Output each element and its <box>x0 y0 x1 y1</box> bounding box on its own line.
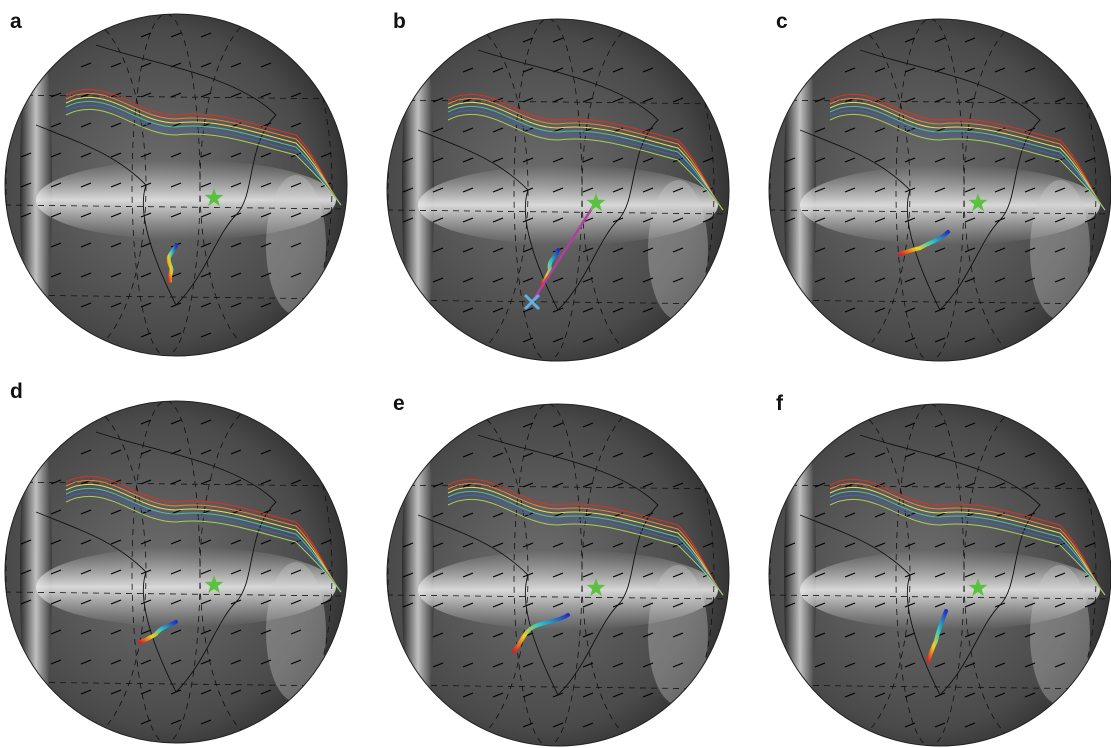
globe-panel <box>387 19 729 361</box>
figure: a b c d e f <box>0 0 1111 748</box>
globe-panel <box>387 404 729 746</box>
panel-label: b <box>393 10 406 33</box>
globe-panel <box>769 19 1111 361</box>
globe-panel <box>769 404 1111 746</box>
globe-panel <box>5 14 347 356</box>
panel-label: a <box>10 10 22 33</box>
panel-label: d <box>10 380 23 403</box>
panel-label: c <box>776 10 788 33</box>
panel-label: e <box>393 392 405 415</box>
globe-panel <box>5 401 347 743</box>
panel-label: f <box>776 392 784 415</box>
